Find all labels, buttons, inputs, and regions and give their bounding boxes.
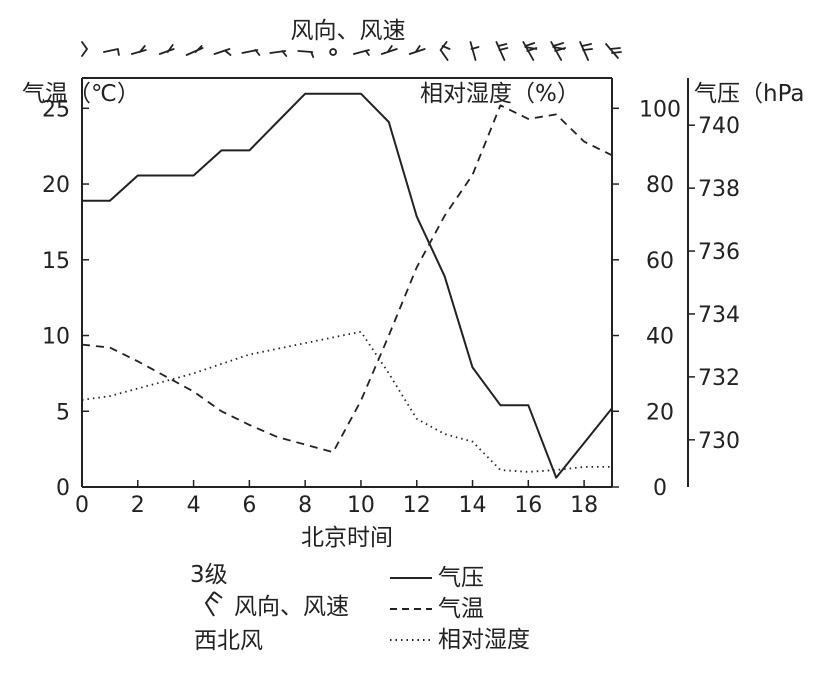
wind-barb-icon [329,48,338,56]
wind-barb-icon [297,50,315,58]
plot-frame [81,77,689,488]
wind-legend-middle-label: 风向、风速 [234,594,349,620]
wind-barb-icon [408,45,426,55]
wind-barbs [81,41,622,61]
left-tick-label: 15 [42,249,70,274]
right-tick-label: 738 [698,177,740,202]
middle-tick-label: 0 [653,476,667,501]
wind-barb-icon [213,48,232,56]
wind-barb-icon [103,48,120,56]
right-tick-label: 732 [698,366,740,391]
series-layer [81,92,613,479]
x-tick-label: 18 [570,493,598,518]
wind-barb-icon [158,44,175,55]
x-axis-label: 北京时间 [301,525,393,551]
wind-legend-top-label: 3级 [190,562,228,588]
left-tick-label: 20 [42,173,70,198]
series-line-humidity [81,330,612,473]
legend: 3级 风向、风速 西北风 气压 气温 相对湿度 [190,562,530,654]
wind-barb-icon [605,43,622,59]
right-axis-label: 气压（hPa [694,81,805,107]
wind-barb-icon [130,45,147,55]
wind-legend-bottom-label: 西北风 [194,628,263,654]
x-tick-label: 2 [131,493,145,518]
right-tick-label: 734 [698,303,740,328]
wind-barb-icon [522,41,538,61]
legend-label-temperature: 气温 [438,596,484,622]
x-tick-label: 6 [242,493,256,518]
series-line-pressure [82,92,613,479]
middle-tick-label: 60 [646,249,674,274]
x-tick-label: 16 [514,493,542,518]
right-tick-label: 736 [698,240,740,265]
x-tick-label: 14 [459,493,487,518]
left-tick-label: 25 [42,97,70,122]
wind-barb-icon [439,41,451,61]
wind-barb-icon [269,50,288,57]
wind-barb-icon [550,41,567,61]
left-tick-label: 5 [56,400,70,425]
wind-barb-icon [380,45,398,55]
chart-title: 风向、风速 [291,18,406,44]
series-line-temperature [81,104,613,454]
middle-axis-label: 相对湿度（%） [420,81,580,107]
wind-barb-example-icon [204,591,223,617]
middle-tick-label: 80 [646,173,674,198]
wind-barb-icon [241,49,261,56]
middle-tick-label: 40 [646,325,674,350]
legend-label-pressure: 气压 [438,565,484,591]
wind-barb-icon [81,41,89,57]
x-tick-label: 4 [187,493,201,518]
wind-barb-icon [579,41,593,61]
right-tick-label: 740 [698,114,740,139]
wind-barb-icon [185,45,204,56]
left-tick-label: 10 [42,325,70,350]
tick-labels: 0 2 4 6 8 10 12 14 16 18 0 5 10 15 20 25 0 20 40 60 80 100 730… [42,97,740,518]
wind-barb-icon [495,41,509,61]
x-tick-label: 0 [75,493,89,518]
left-axis-label: 气温（℃） [22,81,140,107]
right-tick-label: 730 [698,429,740,454]
x-tick-label: 10 [347,493,375,518]
wind-barb-icon [352,49,370,56]
middle-tick-label: 100 [639,97,681,122]
x-tick-label: 12 [403,493,431,518]
x-tick-label: 8 [298,493,312,518]
tick-marks [81,107,695,488]
legend-label-humidity: 相对湿度 [438,627,530,653]
left-tick-label: 0 [56,476,70,501]
wind-barb-icon [469,41,480,61]
middle-tick-label: 20 [646,400,674,425]
